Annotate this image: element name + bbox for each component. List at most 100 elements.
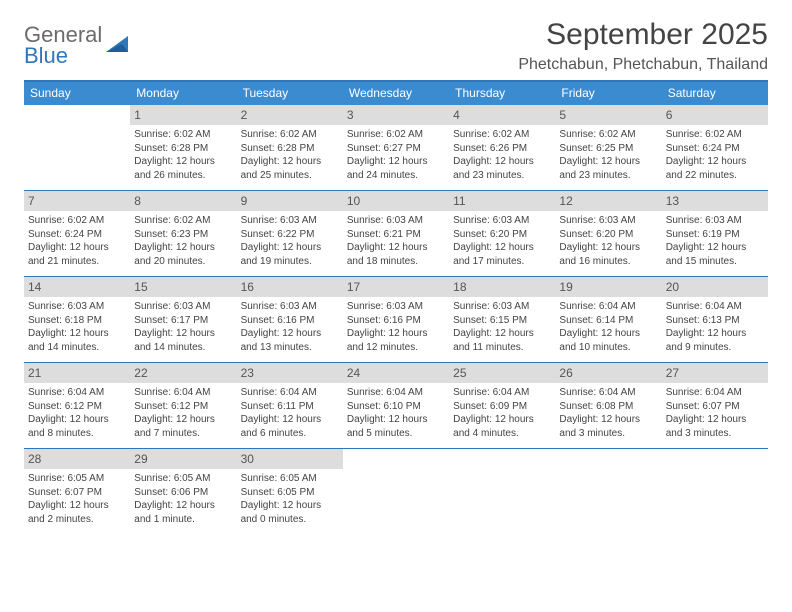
dow-friday: Friday	[555, 82, 661, 105]
week-row: 21 Sunrise: 6:04 AM Sunset: 6:12 PM Dayligh…	[24, 363, 768, 449]
day-cell: 13Sunrise: 6:03 AMSunset: 6:19 PMDayligh…	[662, 191, 768, 276]
day-number: 22	[130, 363, 236, 383]
sunrise: Sunrise: 6:03 AM	[241, 300, 339, 314]
daylight: Daylight: 12 hours and 14 minutes.	[134, 327, 232, 354]
daylight: Daylight: 12 hours and 1 minute.	[134, 499, 232, 526]
day-number: 18	[449, 277, 555, 297]
sunrise: Sunrise: 6:04 AM	[347, 386, 445, 400]
day-cell: 27Sunrise: 6:04 AMSunset: 6:07 PMDayligh…	[662, 363, 768, 448]
sunset: Sunset: 6:18 PM	[28, 314, 126, 328]
sunset: Sunset: 6:14 PM	[559, 314, 657, 328]
day-facts: Sunrise: 6:03 AMSunset: 6:18 PMDaylight:…	[28, 300, 126, 354]
sunset: Sunset: 6:24 PM	[666, 142, 764, 156]
daylight: Daylight: 12 hours and 9 minutes.	[666, 327, 764, 354]
day-number: 9	[237, 191, 343, 211]
daylight: Daylight: 12 hours and 19 minutes.	[241, 241, 339, 268]
daylight: Daylight: 12 hours and 3 minutes.	[559, 413, 657, 440]
dow-tuesday: Tuesday	[237, 82, 343, 105]
sunrise: Sunrise: 6:03 AM	[347, 300, 445, 314]
daylight: Daylight: 12 hours and 0 minutes.	[241, 499, 339, 526]
sunset: Sunset: 6:16 PM	[347, 314, 445, 328]
day-facts: Sunrise: 6:05 AMSunset: 6:05 PMDaylight:…	[241, 472, 339, 526]
day-number: 21	[24, 363, 130, 383]
sunrise: Sunrise: 6:02 AM	[28, 214, 126, 228]
day-number: 19	[555, 277, 661, 297]
day-number	[449, 449, 555, 455]
week-row: 1Sunrise: 6:02 AMSunset: 6:28 PMDaylight…	[24, 105, 768, 191]
sunset: Sunset: 6:10 PM	[347, 400, 445, 414]
daylight: Daylight: 12 hours and 2 minutes.	[28, 499, 126, 526]
day-cell: 12Sunrise: 6:03 AMSunset: 6:20 PMDayligh…	[555, 191, 661, 276]
sunrise: Sunrise: 6:03 AM	[453, 214, 551, 228]
sunrise: Sunrise: 6:04 AM	[666, 300, 764, 314]
daylight: Daylight: 12 hours and 22 minutes.	[666, 155, 764, 182]
day-cell: 14Sunrise: 6:03 AMSunset: 6:18 PMDayligh…	[24, 277, 130, 362]
dow-row: Sunday Monday Tuesday Wednesday Thursday…	[24, 82, 768, 105]
brand-line2: Blue	[24, 45, 102, 67]
day-cell	[662, 449, 768, 534]
daylight: Daylight: 12 hours and 10 minutes.	[559, 327, 657, 354]
sunset: Sunset: 6:20 PM	[559, 228, 657, 242]
sunrise: Sunrise: 6:02 AM	[666, 128, 764, 142]
day-facts: Sunrise: 6:03 AMSunset: 6:17 PMDaylight:…	[134, 300, 232, 354]
header: General Blue September 2025 Phetchabun, …	[24, 18, 768, 74]
sunset: Sunset: 6:28 PM	[134, 142, 232, 156]
day-number	[555, 449, 661, 455]
sunset: Sunset: 6:12 PM	[134, 400, 232, 414]
daylight: Daylight: 12 hours and 6 minutes.	[241, 413, 339, 440]
day-cell: 21Sunrise: 6:04 AMSunset: 6:12 PMDayligh…	[24, 363, 130, 448]
sunset: Sunset: 6:11 PM	[241, 400, 339, 414]
day-cell: 7Sunrise: 6:02 AMSunset: 6:24 PMDaylight…	[24, 191, 130, 276]
day-cell: 2Sunrise: 6:02 AMSunset: 6:28 PMDaylight…	[237, 105, 343, 190]
sunrise: Sunrise: 6:05 AM	[28, 472, 126, 486]
daylight: Daylight: 12 hours and 13 minutes.	[241, 327, 339, 354]
day-number: 27	[662, 363, 768, 383]
day-cell: 29Sunrise: 6:05 AMSunset: 6:06 PMDayligh…	[130, 449, 236, 534]
sunrise: Sunrise: 6:03 AM	[347, 214, 445, 228]
month-title: September 2025	[518, 18, 768, 52]
week-row: 14Sunrise: 6:03 AMSunset: 6:18 PMDayligh…	[24, 277, 768, 363]
day-number: 11	[449, 191, 555, 211]
day-facts: Sunrise: 6:02 AMSunset: 6:23 PMDaylight:…	[134, 214, 232, 268]
sunrise: Sunrise: 6:05 AM	[134, 472, 232, 486]
sunset: Sunset: 6:15 PM	[453, 314, 551, 328]
day-facts: Sunrise: 6:03 AMSunset: 6:22 PMDaylight:…	[241, 214, 339, 268]
sunrise: Sunrise: 6:02 AM	[453, 128, 551, 142]
sunrise: Sunrise: 6:04 AM	[453, 386, 551, 400]
day-facts: Sunrise: 6:02 AMSunset: 6:28 PMDaylight:…	[241, 128, 339, 182]
logo-text-block: General Blue	[24, 24, 102, 67]
daylight: Daylight: 12 hours and 17 minutes.	[453, 241, 551, 268]
daylight: Daylight: 12 hours and 26 minutes.	[134, 155, 232, 182]
day-cell: 26Sunrise: 6:04 AMSunset: 6:08 PMDayligh…	[555, 363, 661, 448]
dow-saturday: Saturday	[662, 82, 768, 105]
day-facts: Sunrise: 6:04 AMSunset: 6:08 PMDaylight:…	[559, 386, 657, 440]
daylight: Daylight: 12 hours and 15 minutes.	[666, 241, 764, 268]
day-cell: 4Sunrise: 6:02 AMSunset: 6:26 PMDaylight…	[449, 105, 555, 190]
sunrise: Sunrise: 6:05 AM	[241, 472, 339, 486]
day-facts: Sunrise: 6:02 AMSunset: 6:28 PMDaylight:…	[134, 128, 232, 182]
day-cell: 16Sunrise: 6:03 AMSunset: 6:16 PMDayligh…	[237, 277, 343, 362]
sunset: Sunset: 6:16 PM	[241, 314, 339, 328]
sunrise: Sunrise: 6:03 AM	[453, 300, 551, 314]
week-row: 28Sunrise: 6:05 AMSunset: 6:07 PMDayligh…	[24, 449, 768, 534]
sunset: Sunset: 6:27 PM	[347, 142, 445, 156]
daylight: Daylight: 12 hours and 23 minutes.	[559, 155, 657, 182]
dow-thursday: Thursday	[449, 82, 555, 105]
day-number: 25	[449, 363, 555, 383]
daylight: Daylight: 12 hours and 16 minutes.	[559, 241, 657, 268]
day-cell: 6Sunrise: 6:02 AMSunset: 6:24 PMDaylight…	[662, 105, 768, 190]
sunset: Sunset: 6:12 PM	[28, 400, 126, 414]
day-number: 20	[662, 277, 768, 297]
sunset: Sunset: 6:05 PM	[241, 486, 339, 500]
sunset: Sunset: 6:08 PM	[559, 400, 657, 414]
day-number	[662, 449, 768, 455]
day-number: 4	[449, 105, 555, 125]
daylight: Daylight: 12 hours and 25 minutes.	[241, 155, 339, 182]
day-number: 7	[24, 191, 130, 211]
daylight: Daylight: 12 hours and 21 minutes.	[28, 241, 126, 268]
sunset: Sunset: 6:07 PM	[666, 400, 764, 414]
brand-logo: General Blue	[24, 24, 130, 67]
day-number: 3	[343, 105, 449, 125]
day-cell: 9 Sunrise: 6:03 AMSunset: 6:22 PMDaylight…	[237, 191, 343, 276]
logo-triangle-icon	[104, 30, 130, 61]
